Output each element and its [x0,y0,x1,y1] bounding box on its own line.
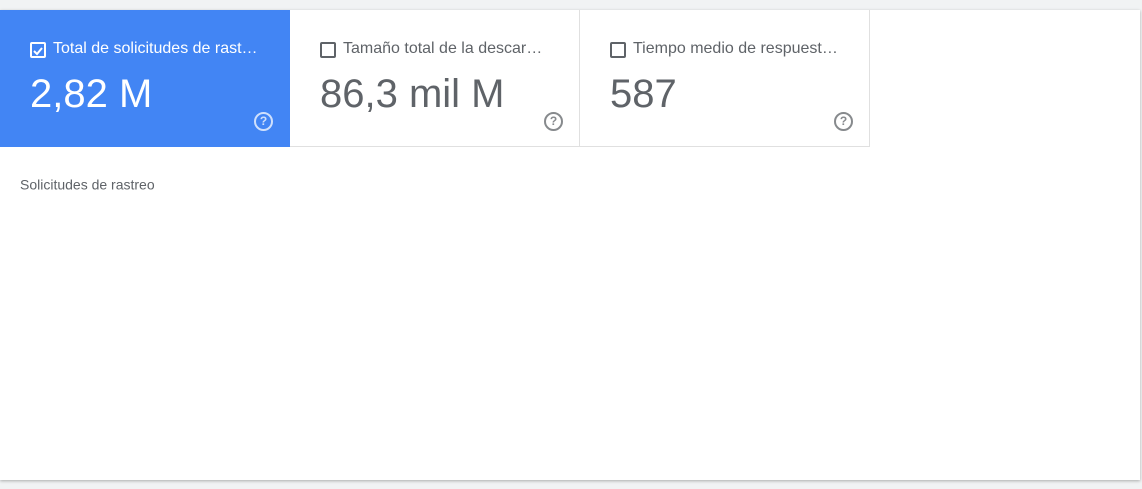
checkbox[interactable] [320,42,336,58]
metric-value: 587 [610,72,677,116]
chart-title: Solicitudes de rastreo [20,177,155,193]
performance-panel: 050 mil100 mil150 mil1/7/2513/7/2525/7/2… [0,10,1140,484]
metric-value: 2,82 M [30,72,153,116]
checkbox[interactable] [610,42,626,58]
help-icon[interactable]: ? [254,112,273,131]
chart: Solicitudes de rastreo [20,177,155,193]
help-icon[interactable]: ? [834,112,853,131]
metric-label: Tiempo medio de respuest… [633,40,838,57]
metric-card[interactable]: Tamaño total de la descar… 86,3 mil M? [290,10,580,147]
help-icon[interactable]: ? [544,112,563,131]
metric-card[interactable]: Tiempo medio de respuest… 587? [580,10,870,147]
metric-label: Tamaño total de la descar… [343,40,543,57]
metric-value: 86,3 mil M [320,72,505,116]
metric-label: Total de solicitudes de rast… [53,40,258,57]
